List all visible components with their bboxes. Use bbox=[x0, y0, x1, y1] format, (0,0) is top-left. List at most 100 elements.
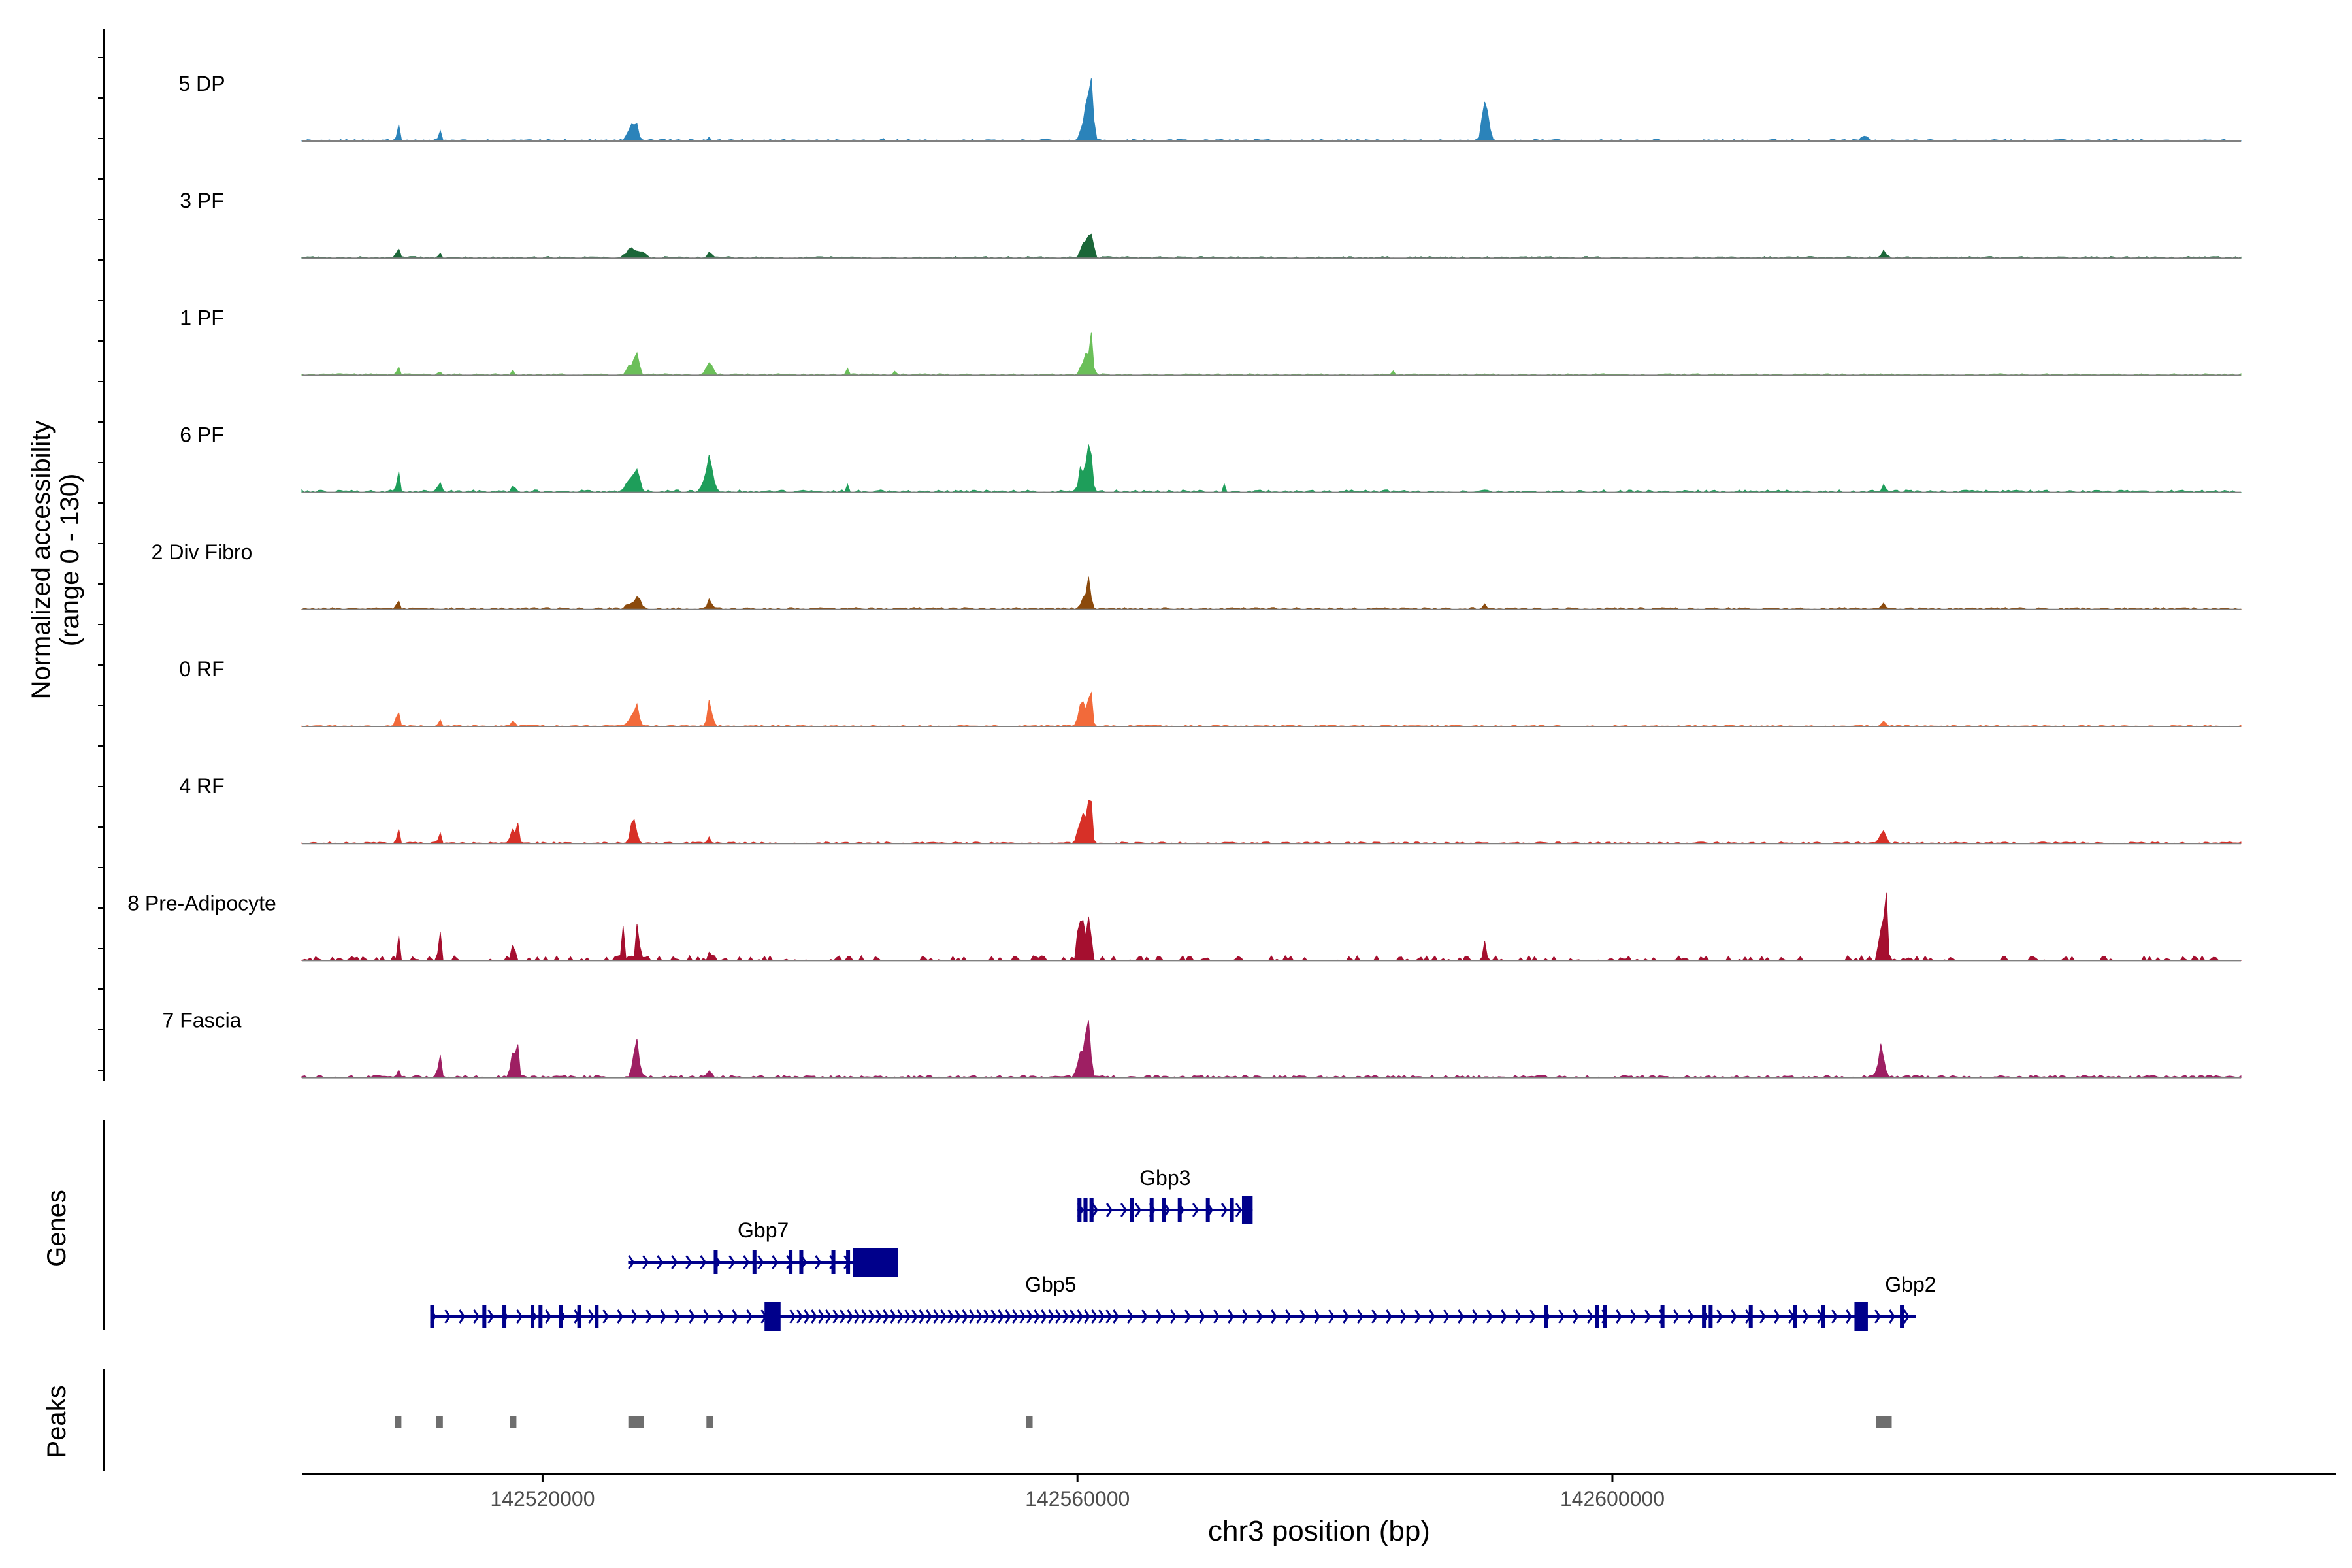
gene-chevron-3-37 bbox=[1328, 1309, 1335, 1324]
gene-exon-3-9 bbox=[1854, 1302, 1868, 1331]
gene-chevron-3-6 bbox=[883, 1309, 890, 1324]
gene-chevron-1-2 bbox=[657, 1255, 664, 1269]
track-0: 5 DP bbox=[178, 72, 2242, 142]
track-7: 8 Pre-Adipocyte bbox=[127, 891, 2242, 962]
track-3: 6 PF bbox=[180, 423, 2242, 493]
track-label-8: 7 Fascia bbox=[163, 1009, 242, 1032]
track-area-7 bbox=[301, 892, 2242, 962]
gene-chevron-3-21 bbox=[1098, 1309, 1105, 1324]
gene-chevron-3-1 bbox=[811, 1309, 818, 1324]
x-tick-label-2: 142600000 bbox=[1560, 1487, 1665, 1511]
gene-chevron-3-73 bbox=[1846, 1309, 1853, 1324]
gene-exon-3-6 bbox=[1748, 1305, 1753, 1328]
gene-chevron-0-1 bbox=[1091, 1203, 1099, 1217]
gene-exon-2-2 bbox=[502, 1305, 507, 1328]
gene-1: Gbp7 bbox=[628, 1218, 898, 1277]
gene-chevron-2-25 bbox=[789, 1309, 796, 1324]
gene-exon-2-4 bbox=[538, 1305, 543, 1328]
gene-exon-2-8 bbox=[764, 1302, 781, 1331]
gene-chevron-3-25 bbox=[1156, 1309, 1163, 1324]
gene-chevron-3-46 bbox=[1458, 1309, 1465, 1324]
gene-chevron-3-3 bbox=[840, 1309, 847, 1324]
coverage-y-axis-ticks bbox=[98, 57, 104, 1071]
x-tick-label-0: 142520000 bbox=[490, 1487, 595, 1511]
peaks-axis-label: Peaks bbox=[42, 1385, 71, 1458]
gene-exon-0-1 bbox=[1083, 1198, 1088, 1222]
track-area-2 bbox=[301, 332, 2242, 376]
track-4: 2 Div Fibro bbox=[152, 540, 2242, 610]
gene-label-2: Gbp5 bbox=[1025, 1273, 1076, 1296]
gene-chevron-2-21 bbox=[732, 1309, 739, 1324]
gene-chevron-3-11 bbox=[955, 1309, 962, 1324]
track-area-0 bbox=[301, 78, 2242, 142]
gene-chevron-3-4 bbox=[854, 1309, 861, 1324]
gene-chevron-0-2 bbox=[1105, 1203, 1113, 1217]
track-label-4: 2 Div Fibro bbox=[152, 540, 253, 564]
gene-chevron-3-26 bbox=[1170, 1309, 1177, 1324]
gene-exon-3-8 bbox=[1821, 1305, 1825, 1328]
gene-chevron-3-14 bbox=[998, 1309, 1005, 1324]
gene-chevron-3-43 bbox=[1414, 1309, 1422, 1324]
gene-exon-2-3 bbox=[531, 1305, 535, 1328]
gene-chevron-3-76 bbox=[1889, 1309, 1896, 1324]
gene-exon-3-7 bbox=[1793, 1305, 1797, 1328]
track-area-1 bbox=[301, 233, 2242, 259]
gene-exon-2-0 bbox=[430, 1305, 434, 1328]
gene-exon-0-9 bbox=[1241, 1196, 1253, 1224]
gene-chevron-3-62 bbox=[1688, 1309, 1695, 1324]
gene-chevron-2-16 bbox=[660, 1309, 667, 1324]
x-axis-label: chr3 position (bp) bbox=[1208, 1515, 1430, 1547]
gene-chevron-2-4 bbox=[487, 1309, 495, 1324]
gene-chevron-2-2 bbox=[459, 1309, 466, 1324]
y-axis-label-line1: Normalized accessibility bbox=[27, 421, 56, 700]
gene-chevron-3-12 bbox=[969, 1309, 976, 1324]
gene-chevron-3-68 bbox=[1774, 1309, 1781, 1324]
gene-chevron-3-19 bbox=[1070, 1309, 1077, 1324]
gene-chevron-3-65 bbox=[1731, 1309, 1738, 1324]
gene-chevron-3-64 bbox=[1716, 1309, 1723, 1324]
gene-chevron-1-4 bbox=[685, 1255, 693, 1269]
gene-exon-3-10 bbox=[1900, 1305, 1904, 1328]
track-area-8 bbox=[301, 1020, 2242, 1079]
gene-label-1: Gbp7 bbox=[738, 1218, 789, 1242]
gene-chevron-2-20 bbox=[717, 1309, 725, 1324]
gene-chevron-1-9 bbox=[757, 1255, 764, 1269]
gene-chevron-3-59 bbox=[1644, 1309, 1652, 1324]
gene-chevron-3-48 bbox=[1486, 1309, 1494, 1324]
track-8: 7 Fascia bbox=[163, 1009, 2242, 1079]
gene-exon-1-2 bbox=[789, 1250, 793, 1274]
track-label-1: 3 PF bbox=[180, 189, 224, 212]
gene-chevron-3-24 bbox=[1141, 1309, 1149, 1324]
gene-chevron-3-42 bbox=[1400, 1309, 1407, 1324]
gene-chevron-3-58 bbox=[1630, 1309, 1637, 1324]
gene-chevron-3-29 bbox=[1213, 1309, 1220, 1324]
gene-chevron-2-1 bbox=[444, 1309, 451, 1324]
gene-exon-0-3 bbox=[1130, 1198, 1134, 1222]
gene-exon-1-6 bbox=[853, 1248, 898, 1277]
gene-chevron-3-17 bbox=[1041, 1309, 1048, 1324]
gene-chevron-2-8 bbox=[545, 1309, 552, 1324]
gene-chevron-3-38 bbox=[1343, 1309, 1350, 1324]
gene-exon-0-7 bbox=[1205, 1198, 1210, 1222]
gene-chevron-1-3 bbox=[671, 1255, 678, 1269]
gene-chevron-0-4 bbox=[1134, 1203, 1142, 1217]
gene-chevron-3-49 bbox=[1501, 1309, 1508, 1324]
gene-2: Gbp5 bbox=[430, 1273, 1124, 1331]
gene-exon-1-1 bbox=[752, 1250, 757, 1274]
gene-chevron-1-1 bbox=[642, 1255, 649, 1269]
track-label-3: 6 PF bbox=[180, 423, 224, 447]
gene-chevron-3-44 bbox=[1429, 1309, 1436, 1324]
peak-0 bbox=[395, 1416, 402, 1428]
gene-chevron-2-13 bbox=[617, 1309, 624, 1324]
gene-chevron-3-55 bbox=[1587, 1309, 1594, 1324]
gene-chevron-3-45 bbox=[1443, 1309, 1450, 1324]
peak-1 bbox=[436, 1416, 443, 1428]
gene-chevron-0-8 bbox=[1192, 1203, 1200, 1217]
gene-chevron-3-30 bbox=[1228, 1309, 1235, 1324]
gene-chevron-2-15 bbox=[645, 1309, 653, 1324]
gene-exon-0-8 bbox=[1230, 1198, 1234, 1222]
track-area-6 bbox=[301, 799, 2242, 844]
x-axis-ticks: 142520000 142560000 142600000 bbox=[490, 1474, 1665, 1511]
genes-axis-label: Genes bbox=[42, 1190, 71, 1267]
gene-chevron-3-15 bbox=[1012, 1309, 1019, 1324]
